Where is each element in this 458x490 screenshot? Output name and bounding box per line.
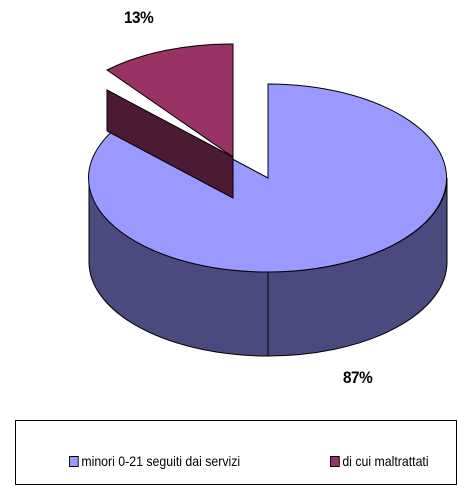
legend-swatch-minori [69,455,79,467]
pie-chart [88,43,448,357]
data-label-minori: 87% [343,368,373,387]
legend-item-minori: minori 0-21 seguiti dai servizi [69,453,240,469]
legend-label-maltrattati: di cui maltrattati [342,453,429,469]
slice-maltrattati-top [106,43,234,158]
legend-swatch-maltrattati [330,455,340,467]
legend-item-maltrattati: di cui maltrattati [330,453,429,469]
slice-maltrattati-side [106,89,234,199]
data-label-maltrattati: 13% [124,8,154,27]
legend-label-minori: minori 0-21 seguiti dai servizi [81,453,241,469]
legend: minori 0-21 seguiti dai servizi di cui m… [15,420,457,485]
